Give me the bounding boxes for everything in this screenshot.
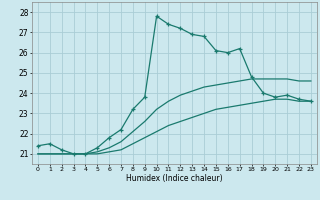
X-axis label: Humidex (Indice chaleur): Humidex (Indice chaleur) (126, 174, 223, 183)
